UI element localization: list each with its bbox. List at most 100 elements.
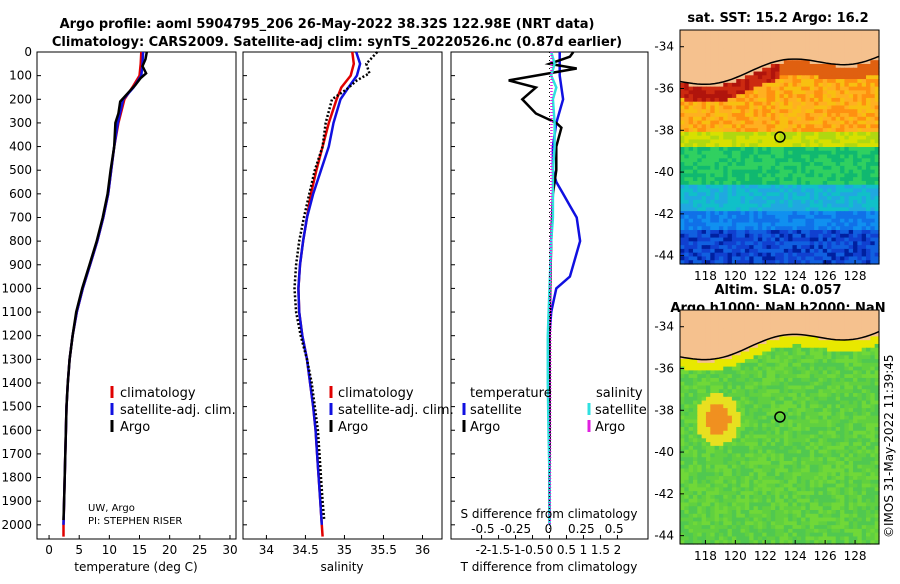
map-cell [732, 196, 737, 200]
map-cell [732, 45, 737, 49]
map-cell [732, 155, 737, 159]
map-cell [788, 124, 793, 128]
map-cell [780, 336, 785, 340]
map-cell [870, 196, 875, 200]
map-cell [758, 136, 763, 140]
map-cell [853, 215, 858, 219]
map-cell [754, 333, 759, 337]
map-cell [745, 121, 750, 125]
map-cell [836, 310, 841, 314]
map-cell [723, 68, 728, 72]
map-cell [680, 64, 685, 68]
map-cell [689, 132, 694, 136]
map-cell [689, 333, 694, 337]
map-cell [758, 128, 763, 132]
map-cell [762, 113, 767, 117]
map-cell [702, 450, 707, 454]
map-cell [732, 38, 737, 42]
map-cell [818, 401, 823, 405]
map-cell [810, 457, 815, 461]
map-cell [762, 132, 767, 136]
map-cell [754, 397, 759, 401]
map-cell [866, 367, 871, 371]
map-cell [693, 370, 698, 374]
map-cell [745, 321, 750, 325]
map-cell [728, 438, 733, 442]
map-cell [844, 222, 849, 226]
map-cell [754, 166, 759, 170]
map-cell [853, 90, 858, 94]
x-tick-label: 35 [337, 543, 352, 557]
map-cell [831, 412, 836, 416]
depth-tick-label: 900 [9, 258, 32, 272]
map-cell [818, 38, 823, 42]
map-cell [780, 90, 785, 94]
map-cell [741, 241, 746, 245]
map-cell [836, 181, 841, 185]
map-cell [788, 453, 793, 457]
map-cell [741, 385, 746, 389]
map-cell [723, 419, 728, 423]
map-cell [853, 30, 858, 34]
map-cell [818, 249, 823, 253]
map-cell [775, 374, 780, 378]
map-cell [680, 318, 685, 322]
map-cell [732, 348, 737, 352]
map-cell [831, 200, 836, 204]
map-cell [862, 49, 867, 53]
map-cell [792, 124, 797, 128]
map-cell [810, 329, 815, 333]
map-cell [840, 136, 845, 140]
map-cell [710, 196, 715, 200]
map-cell [680, 457, 685, 461]
map-cell [801, 408, 806, 412]
map-cell [840, 155, 845, 159]
map-cell [788, 461, 793, 465]
map-cell [719, 215, 724, 219]
map-cell [736, 30, 741, 34]
map-cell [758, 450, 763, 454]
map-cell [797, 102, 802, 106]
map-cell [784, 461, 789, 465]
map-cell [831, 245, 836, 249]
map-cell [862, 136, 867, 140]
x-tick-label: 25 [192, 543, 207, 557]
map-cell [818, 94, 823, 98]
map-cell [788, 181, 793, 185]
x-tick-label: 0 [546, 543, 554, 557]
map-cell [723, 147, 728, 151]
map-cell [788, 363, 793, 367]
map-cell [680, 30, 685, 34]
map-cell [762, 465, 767, 469]
map-cell [693, 94, 698, 98]
map-cell [719, 321, 724, 325]
map-cell [836, 226, 841, 230]
map-cell [719, 219, 724, 223]
map-cell [762, 241, 767, 245]
map-cell [702, 68, 707, 72]
map-cell [797, 121, 802, 125]
map-cell [710, 121, 715, 125]
map-cell [844, 75, 849, 79]
map-cell [788, 155, 793, 159]
map-cell [866, 215, 871, 219]
map-cell [771, 185, 776, 189]
map-cell [767, 238, 772, 242]
map-cell [780, 348, 785, 352]
map-cell [810, 151, 815, 155]
map-cell [728, 83, 733, 87]
map-cell [792, 427, 797, 431]
map-cell [719, 461, 724, 465]
map-cell [857, 158, 862, 162]
map-cell [684, 401, 689, 405]
map-cell [680, 374, 685, 378]
map-cell [840, 87, 845, 91]
map-cell [870, 245, 875, 249]
map-cell [844, 204, 849, 208]
map-cell [814, 340, 819, 344]
map-cell [862, 359, 867, 363]
map-cell [728, 189, 733, 193]
map-cell [767, 215, 772, 219]
map-cell [693, 102, 698, 106]
map-cell [693, 30, 698, 34]
